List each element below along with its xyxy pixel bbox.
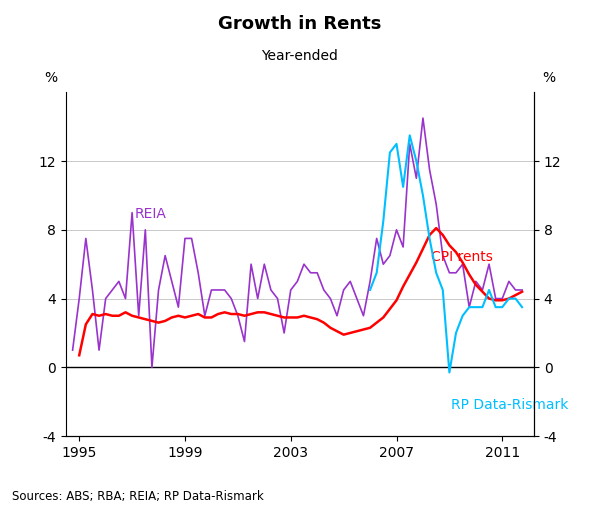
Text: Year-ended: Year-ended [262, 49, 338, 63]
Text: REIA: REIA [135, 207, 167, 221]
Text: %: % [542, 71, 556, 85]
Text: Growth in Rents: Growth in Rents [218, 15, 382, 33]
Text: Sources: ABS; RBA; REIA; RP Data-Rismark: Sources: ABS; RBA; REIA; RP Data-Rismark [12, 490, 264, 503]
Text: CPI rents: CPI rents [431, 250, 493, 264]
Text: RP Data-Rismark: RP Data-Rismark [451, 398, 568, 412]
Text: %: % [44, 71, 58, 85]
